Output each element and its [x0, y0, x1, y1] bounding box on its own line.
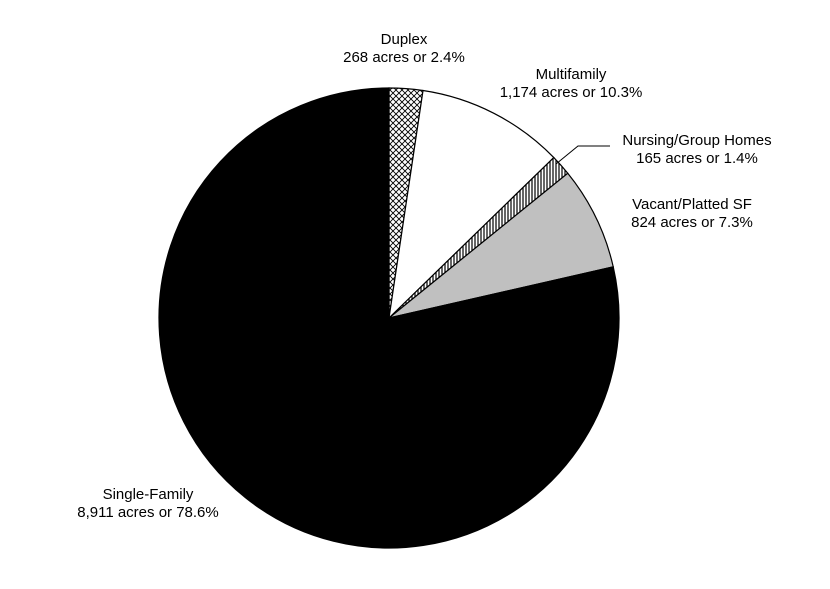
pie-slice-single	[158, 87, 620, 549]
pie-slice-multifamily	[388, 89, 555, 320]
pie-slice-vacant	[388, 172, 614, 319]
slice-value-duplex: 268 acres or 2.4%	[343, 49, 465, 66]
slice-value-vacant: 824 acres or 7.3%	[631, 214, 753, 231]
slice-value-single-family: 8,911 acres or 78.6%	[77, 504, 218, 521]
pie-slices	[158, 87, 620, 549]
slice-value-nursing: 165 acres or 1.4%	[636, 150, 758, 167]
slice-label-multifamily: Multifamily	[536, 66, 607, 83]
slice-label-vacant: Vacant/Platted SF	[632, 196, 752, 213]
slice-label-single-family: Single-Family	[103, 486, 194, 503]
pie-labels: Duplex 268 acres or 2.4% Multifamily 1,1…	[77, 31, 771, 521]
slice-value-multifamily: 1,174 acres or 10.3%	[500, 84, 643, 101]
slice-label-duplex: Duplex	[381, 31, 428, 48]
slice-label-nursing: Nursing/Group Homes	[622, 132, 771, 149]
leader-line-nursing	[555, 145, 610, 165]
